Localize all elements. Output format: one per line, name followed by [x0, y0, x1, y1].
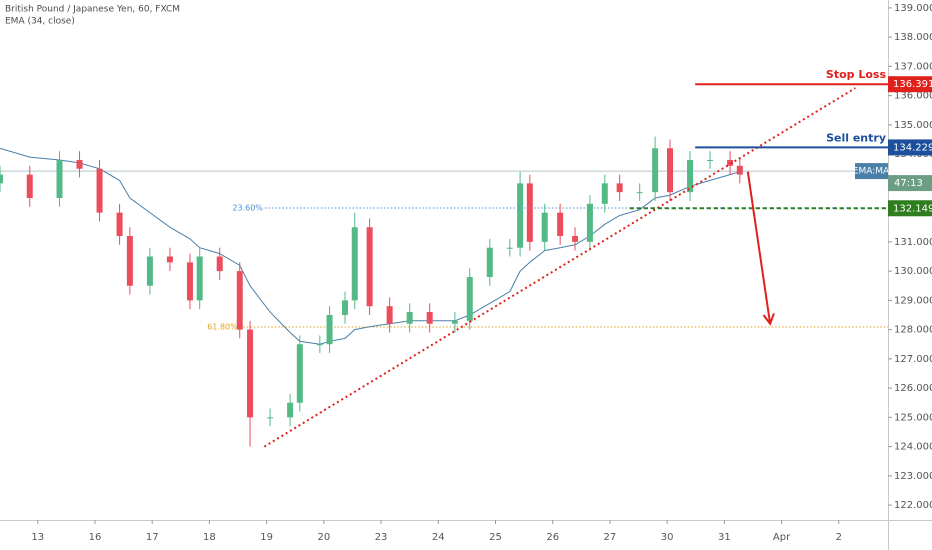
x-tick-label: 24: [432, 532, 445, 543]
y-tick-label: 124.000: [894, 442, 932, 453]
x-tick-label: 19: [260, 532, 273, 543]
price-badge-label: 134.229: [893, 142, 932, 153]
fib-label: 61.80%: [207, 322, 238, 331]
candle-body: [486, 247, 493, 277]
y-tick-label: 128.000: [894, 325, 932, 336]
price-badge: [888, 139, 932, 156]
candle-body: [406, 312, 413, 324]
candle-body: [267, 417, 274, 419]
x-tick-label: 13: [31, 532, 44, 543]
candle-body: [541, 212, 548, 242]
candle-body: [296, 344, 303, 403]
ema-badge-label: EMA:MA: [853, 167, 890, 177]
x-tick-label: 27: [604, 532, 617, 543]
x-tick-label: 18: [203, 532, 216, 543]
candle-body: [687, 159, 694, 193]
candle-body: [342, 300, 349, 315]
candle-body: [326, 314, 333, 345]
chart-title: British Pound / Japanese Yen, 60, FXCM: [5, 5, 180, 15]
candle-body: [116, 212, 123, 237]
candle-body: [466, 276, 473, 321]
price-badge: [888, 200, 932, 217]
level-label: Stop Loss: [826, 68, 887, 81]
countdown-badge: [888, 175, 932, 192]
x-tick-label: Apr: [773, 532, 791, 543]
candle-body: [0, 174, 3, 184]
candle-body: [586, 203, 593, 242]
candle-body: [557, 212, 564, 237]
candle-body: [186, 262, 193, 301]
fib-label: 23.60%: [232, 203, 263, 212]
x-tick-label: 17: [146, 532, 159, 543]
candle-body: [216, 256, 223, 272]
y-tick-label: 129.000: [894, 295, 932, 306]
candle-body: [601, 183, 608, 204]
candle-body: [96, 168, 103, 213]
candle-body: [572, 236, 579, 242]
candle-body: [126, 236, 133, 286]
price-badge: [888, 76, 932, 93]
price-badge-label: 132.149: [893, 203, 932, 214]
price-badge-label: 136.391: [893, 79, 932, 90]
candle-body: [386, 306, 393, 324]
candle-body: [351, 227, 358, 301]
candle-body: [707, 159, 714, 161]
candle-body: [26, 174, 33, 198]
x-tick-label: 31: [718, 532, 731, 543]
y-tick-label: 139.000: [894, 3, 932, 14]
candle-body: [146, 256, 153, 286]
candle-body: [366, 227, 373, 307]
x-tick-label: 23: [375, 532, 388, 543]
level-label: Sell entry: [826, 131, 886, 144]
y-tick-label: 125.000: [894, 412, 932, 423]
candle-body: [667, 148, 674, 193]
x-tick-label: 26: [546, 532, 559, 543]
y-tick-label: 131.000: [894, 237, 932, 248]
candle-body: [506, 247, 513, 249]
candle-body: [76, 159, 83, 169]
y-tick-label: 137.000: [894, 61, 932, 72]
y-tick-label: 123.000: [894, 471, 932, 482]
candle-body: [236, 271, 243, 330]
candle-body: [736, 165, 743, 175]
candle-body: [451, 320, 458, 324]
ema-line: [0, 147, 740, 345]
candle-body: [287, 402, 294, 418]
y-tick-label: 126.000: [894, 383, 932, 394]
y-tick-label: 136.000: [894, 91, 932, 102]
arrow-head: [762, 313, 775, 326]
y-tick-label: 130.000: [894, 266, 932, 277]
candle-body: [56, 159, 63, 198]
candle-body: [526, 183, 533, 242]
candle-body: [247, 329, 254, 418]
candle-body: [517, 183, 524, 248]
x-tick-label: 20: [317, 532, 330, 543]
y-tick-label: 138.000: [894, 32, 932, 43]
y-tick-label: 122.000: [894, 500, 932, 511]
countdown-label: 47:13: [894, 178, 923, 189]
x-tick-label: 30: [661, 532, 674, 543]
ema-badge: [855, 163, 888, 180]
x-tick-label: 25: [489, 532, 502, 543]
candle-body: [166, 256, 173, 263]
x-tick-label: 2: [836, 532, 842, 543]
arrow-shaft: [746, 171, 772, 324]
y-tick-label: 127.000: [894, 354, 932, 365]
candle-body: [616, 183, 623, 193]
candle-body: [196, 256, 203, 301]
indicator-title: EMA (34, close): [5, 17, 75, 27]
x-tick-label: 16: [89, 532, 102, 543]
candle-body: [426, 312, 433, 324]
candle-body: [316, 344, 323, 346]
y-tick-label: 135.000: [894, 120, 932, 131]
candle-body: [652, 148, 659, 193]
candle-body: [636, 192, 643, 194]
